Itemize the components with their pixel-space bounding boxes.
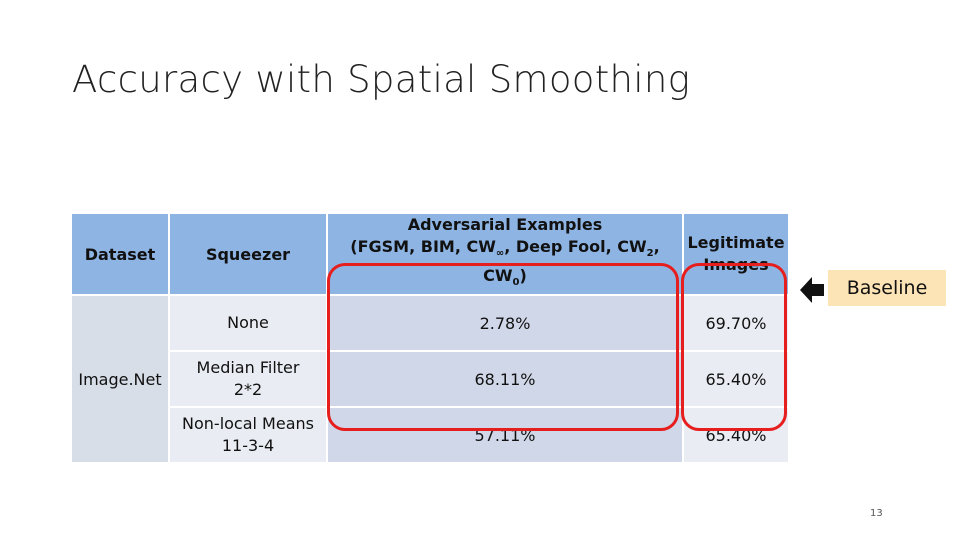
header-legitimate: Legitimate Images [682, 211, 790, 297]
squeezer-params: 11-3-4 [221, 436, 275, 456]
table-row: Image.Net None 2.78% 69.70% [70, 294, 790, 465]
cell-legitimate: 65.40% [682, 406, 790, 465]
table-header-row: Dataset Squeezer Adversarial Examples (F… [70, 211, 790, 297]
squeezer-name: Median Filter [196, 358, 300, 378]
cell-adversarial: 57.11% [326, 406, 684, 465]
page-number: 13 [870, 508, 883, 519]
header-adversarial-methods: (FGSM, BIM, CW∞, Deep Fool, CW2, CW0) [350, 237, 660, 289]
cell-squeezer: Median Filter 2*2 [168, 350, 328, 409]
cell-squeezer: None [168, 294, 328, 353]
squeezer-name: Non-local Means [182, 414, 314, 434]
cell-squeezer: Non-local Means 11-3-4 [168, 406, 328, 465]
header-legitimate-line1: Legitimate [687, 233, 785, 253]
header-adversarial: Adversarial Examples (FGSM, BIM, CW∞, De… [326, 211, 684, 297]
cell-adversarial: 2.78% [326, 294, 684, 353]
header-adversarial-title: Adversarial Examples [407, 215, 603, 234]
slide-title: Accuracy with Spatial Smoothing [72, 58, 691, 101]
header-dataset: Dataset [70, 211, 170, 297]
baseline-callout: Baseline [828, 270, 946, 306]
cell-legitimate: 65.40% [682, 350, 790, 409]
left-arrow-icon [800, 277, 824, 303]
squeezer-name: None [227, 313, 269, 333]
squeezer-params: 2*2 [233, 380, 263, 400]
cell-adversarial: 68.11% [326, 350, 684, 409]
legitimate-highlight-box [681, 263, 787, 431]
table-row: Median Filter 2*2 68.11% 65.40% [71, 350, 790, 409]
results-table: Dataset Squeezer Adversarial Examples (F… [70, 211, 790, 465]
header-squeezer: Squeezer [168, 211, 328, 297]
adversarial-highlight-box [327, 263, 679, 431]
table-row: Non-local Means 11-3-4 57.11% 65.40% [71, 406, 790, 465]
cell-dataset: Image.Net [70, 294, 170, 465]
cell-legitimate: 69.70% [682, 294, 790, 353]
